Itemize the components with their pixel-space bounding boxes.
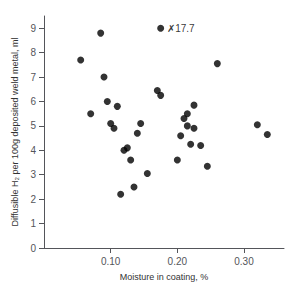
svg-text:Moisture in coating, %: Moisture in coating, % [120,272,209,282]
svg-text:0.10: 0.10 [101,256,121,267]
svg-text:8: 8 [30,47,36,58]
svg-text:6: 6 [30,96,36,107]
svg-text:✗17.7: ✗17.7 [167,23,195,34]
svg-text:0.30: 0.30 [234,256,254,267]
svg-text:9: 9 [30,23,36,34]
svg-text:3: 3 [30,169,36,180]
svg-text:0: 0 [30,243,36,254]
svg-text:7: 7 [30,72,36,83]
svg-text:5: 5 [30,120,36,131]
svg-text:4: 4 [30,145,36,156]
svg-text:0.20: 0.20 [168,256,188,267]
svg-text:1: 1 [30,218,36,229]
svg-text:Diffusible H₂ per 100g deposit: Diffusible H₂ per 100g deposited weld me… [10,38,20,227]
svg-text:2: 2 [30,194,36,205]
